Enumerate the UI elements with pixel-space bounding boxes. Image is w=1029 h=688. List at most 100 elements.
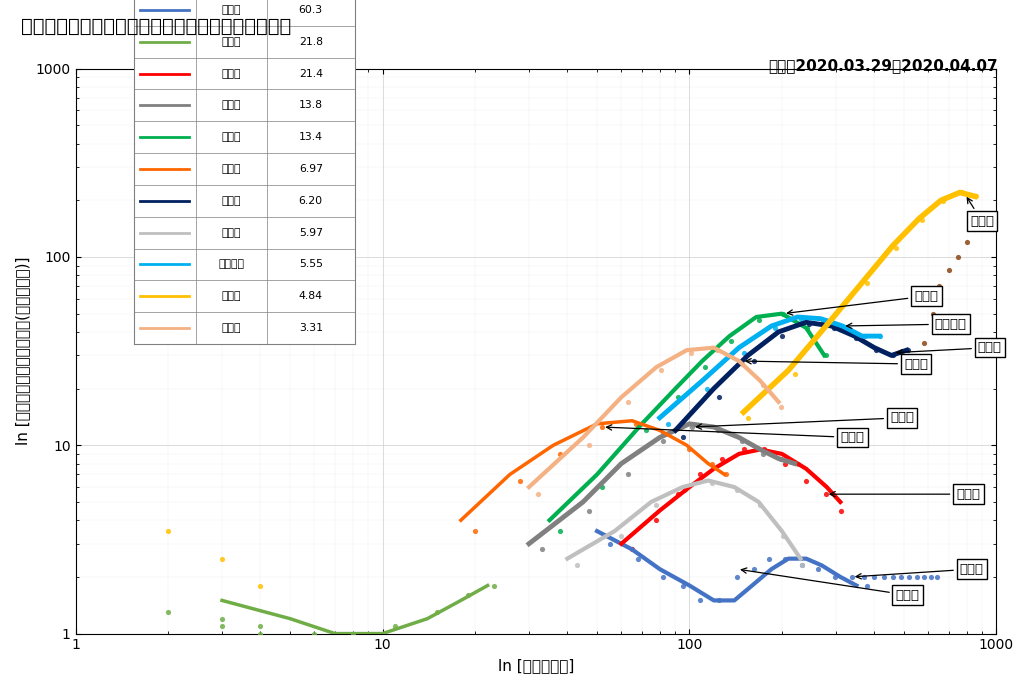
Point <box>793 560 810 571</box>
Point <box>844 572 860 583</box>
Text: 13.8: 13.8 <box>298 100 323 110</box>
Point <box>252 621 269 632</box>
Point <box>345 628 361 639</box>
Point <box>899 345 916 356</box>
Point <box>654 436 671 447</box>
Point <box>569 560 586 571</box>
Y-axis label: ln [新しく確認された患者数(前日との差)]: ln [新しく確認された患者数(前日との差)] <box>15 257 30 445</box>
Point <box>941 265 957 276</box>
X-axis label: ln [累積患者数]: ln [累積患者数] <box>498 658 574 673</box>
Text: 京都府: 京都府 <box>221 164 241 174</box>
Text: 兵庫県: 兵庫県 <box>697 411 914 429</box>
Point <box>907 365 923 376</box>
Point <box>670 488 686 499</box>
Point <box>793 560 810 571</box>
Text: 東京都: 東京都 <box>221 291 241 301</box>
Point <box>754 379 771 390</box>
Point <box>711 595 728 606</box>
Point <box>691 469 708 480</box>
Point <box>954 187 970 198</box>
Point <box>648 515 665 526</box>
Text: 3.31: 3.31 <box>298 323 323 333</box>
Point <box>428 607 445 618</box>
Point <box>740 412 756 423</box>
Point <box>619 469 636 480</box>
Point <box>901 572 918 583</box>
Point <box>848 333 864 344</box>
Text: 福岡県: 福岡県 <box>746 358 928 371</box>
Text: 兵庫県: 兵庫県 <box>221 100 241 110</box>
Point <box>916 337 932 348</box>
Point <box>653 365 670 376</box>
Point <box>159 607 176 618</box>
Point <box>746 356 762 367</box>
Point <box>684 422 701 433</box>
Point <box>756 444 773 455</box>
Point <box>214 613 230 624</box>
Point <box>580 440 597 451</box>
Point <box>800 323 816 334</box>
Point <box>825 321 842 332</box>
Point <box>729 484 745 495</box>
Point <box>950 251 966 262</box>
Point <box>703 477 719 488</box>
Text: 5.55: 5.55 <box>298 259 323 270</box>
Text: 愛知県: 愛知県 <box>830 488 981 501</box>
Point <box>660 418 676 429</box>
Point <box>773 453 789 464</box>
Point <box>486 580 502 591</box>
Point <box>654 429 671 440</box>
Text: 東京都: 東京都 <box>967 198 994 228</box>
Point <box>909 572 925 583</box>
Point <box>553 449 569 460</box>
Point <box>815 315 831 326</box>
Text: 神奈川県: 神奈川県 <box>847 318 967 331</box>
Point <box>729 572 745 583</box>
Point <box>856 331 873 342</box>
Point <box>736 444 752 455</box>
Point <box>859 580 876 591</box>
Text: 千葉県: 千葉県 <box>221 132 241 142</box>
Point <box>718 469 735 480</box>
Text: 新潟県: 新潟県 <box>221 36 241 47</box>
Point <box>511 475 528 486</box>
Point <box>682 347 699 358</box>
Point <box>681 444 698 455</box>
Point <box>387 621 403 632</box>
Point <box>580 505 597 516</box>
Point <box>674 432 690 443</box>
Text: 北海道: 北海道 <box>221 5 241 15</box>
Point <box>691 595 708 606</box>
Point <box>789 458 806 469</box>
Point <box>818 350 835 361</box>
Point <box>797 475 814 486</box>
Point <box>922 572 938 583</box>
Point <box>594 422 610 433</box>
Point <box>888 242 904 253</box>
Point <box>931 281 948 292</box>
Point <box>818 488 835 499</box>
Text: 21.8: 21.8 <box>298 36 323 47</box>
Point <box>252 628 269 639</box>
Point <box>966 224 983 235</box>
Point <box>767 323 783 334</box>
Point <box>872 331 888 342</box>
Point <box>867 345 884 356</box>
Point <box>703 458 719 469</box>
Point <box>594 482 610 493</box>
Point <box>714 453 731 464</box>
Point <box>648 499 665 510</box>
Point <box>866 572 883 583</box>
Point <box>777 458 793 469</box>
Text: トラジェクトリー解析による都道府県別の患者推移: トラジェクトリー解析による都道府県別の患者推移 <box>21 17 291 36</box>
Point <box>929 572 946 583</box>
Text: 埼玉県: 埼玉県 <box>741 568 920 601</box>
Point <box>775 308 791 319</box>
Point <box>810 563 826 574</box>
Point <box>674 580 690 591</box>
Text: 5.97: 5.97 <box>298 228 323 237</box>
Text: 大阪府: 大阪府 <box>221 196 241 206</box>
Point <box>754 449 771 460</box>
Text: 大阪府: 大阪府 <box>897 341 1002 355</box>
Point <box>709 345 725 356</box>
